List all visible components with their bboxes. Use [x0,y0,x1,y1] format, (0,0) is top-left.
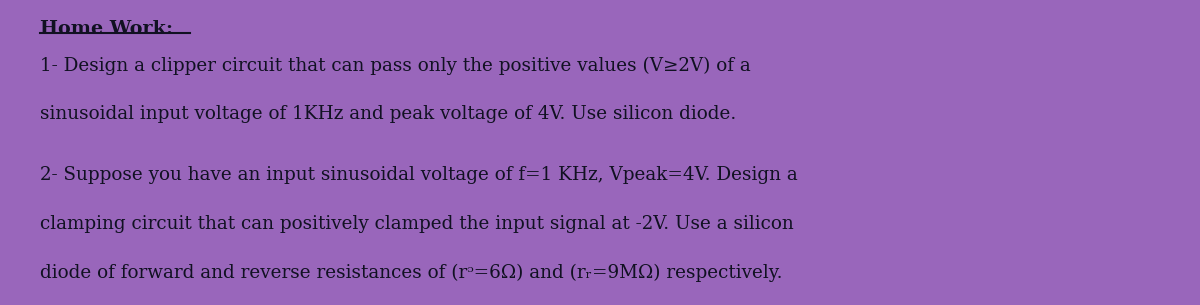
Text: clamping circuit that can positively clamped the input signal at -2V. Use a sili: clamping circuit that can positively cla… [40,215,793,233]
Text: diode of forward and reverse resistances of (rᵓ=6Ω) and (rᵣ=9MΩ) respectively.: diode of forward and reverse resistances… [40,264,782,282]
Text: 1- Design a clipper circuit that can pass only the positive values (V≥2V) of a: 1- Design a clipper circuit that can pas… [40,56,750,75]
Text: Home Work:: Home Work: [40,20,173,38]
Text: sinusoidal input voltage of 1KHz and peak voltage of 4V. Use silicon diode.: sinusoidal input voltage of 1KHz and pea… [40,105,736,123]
Text: 2- Suppose you have an input sinusoidal voltage of f=1 KHz, Vpeak=4V. Design a: 2- Suppose you have an input sinusoidal … [40,166,797,184]
